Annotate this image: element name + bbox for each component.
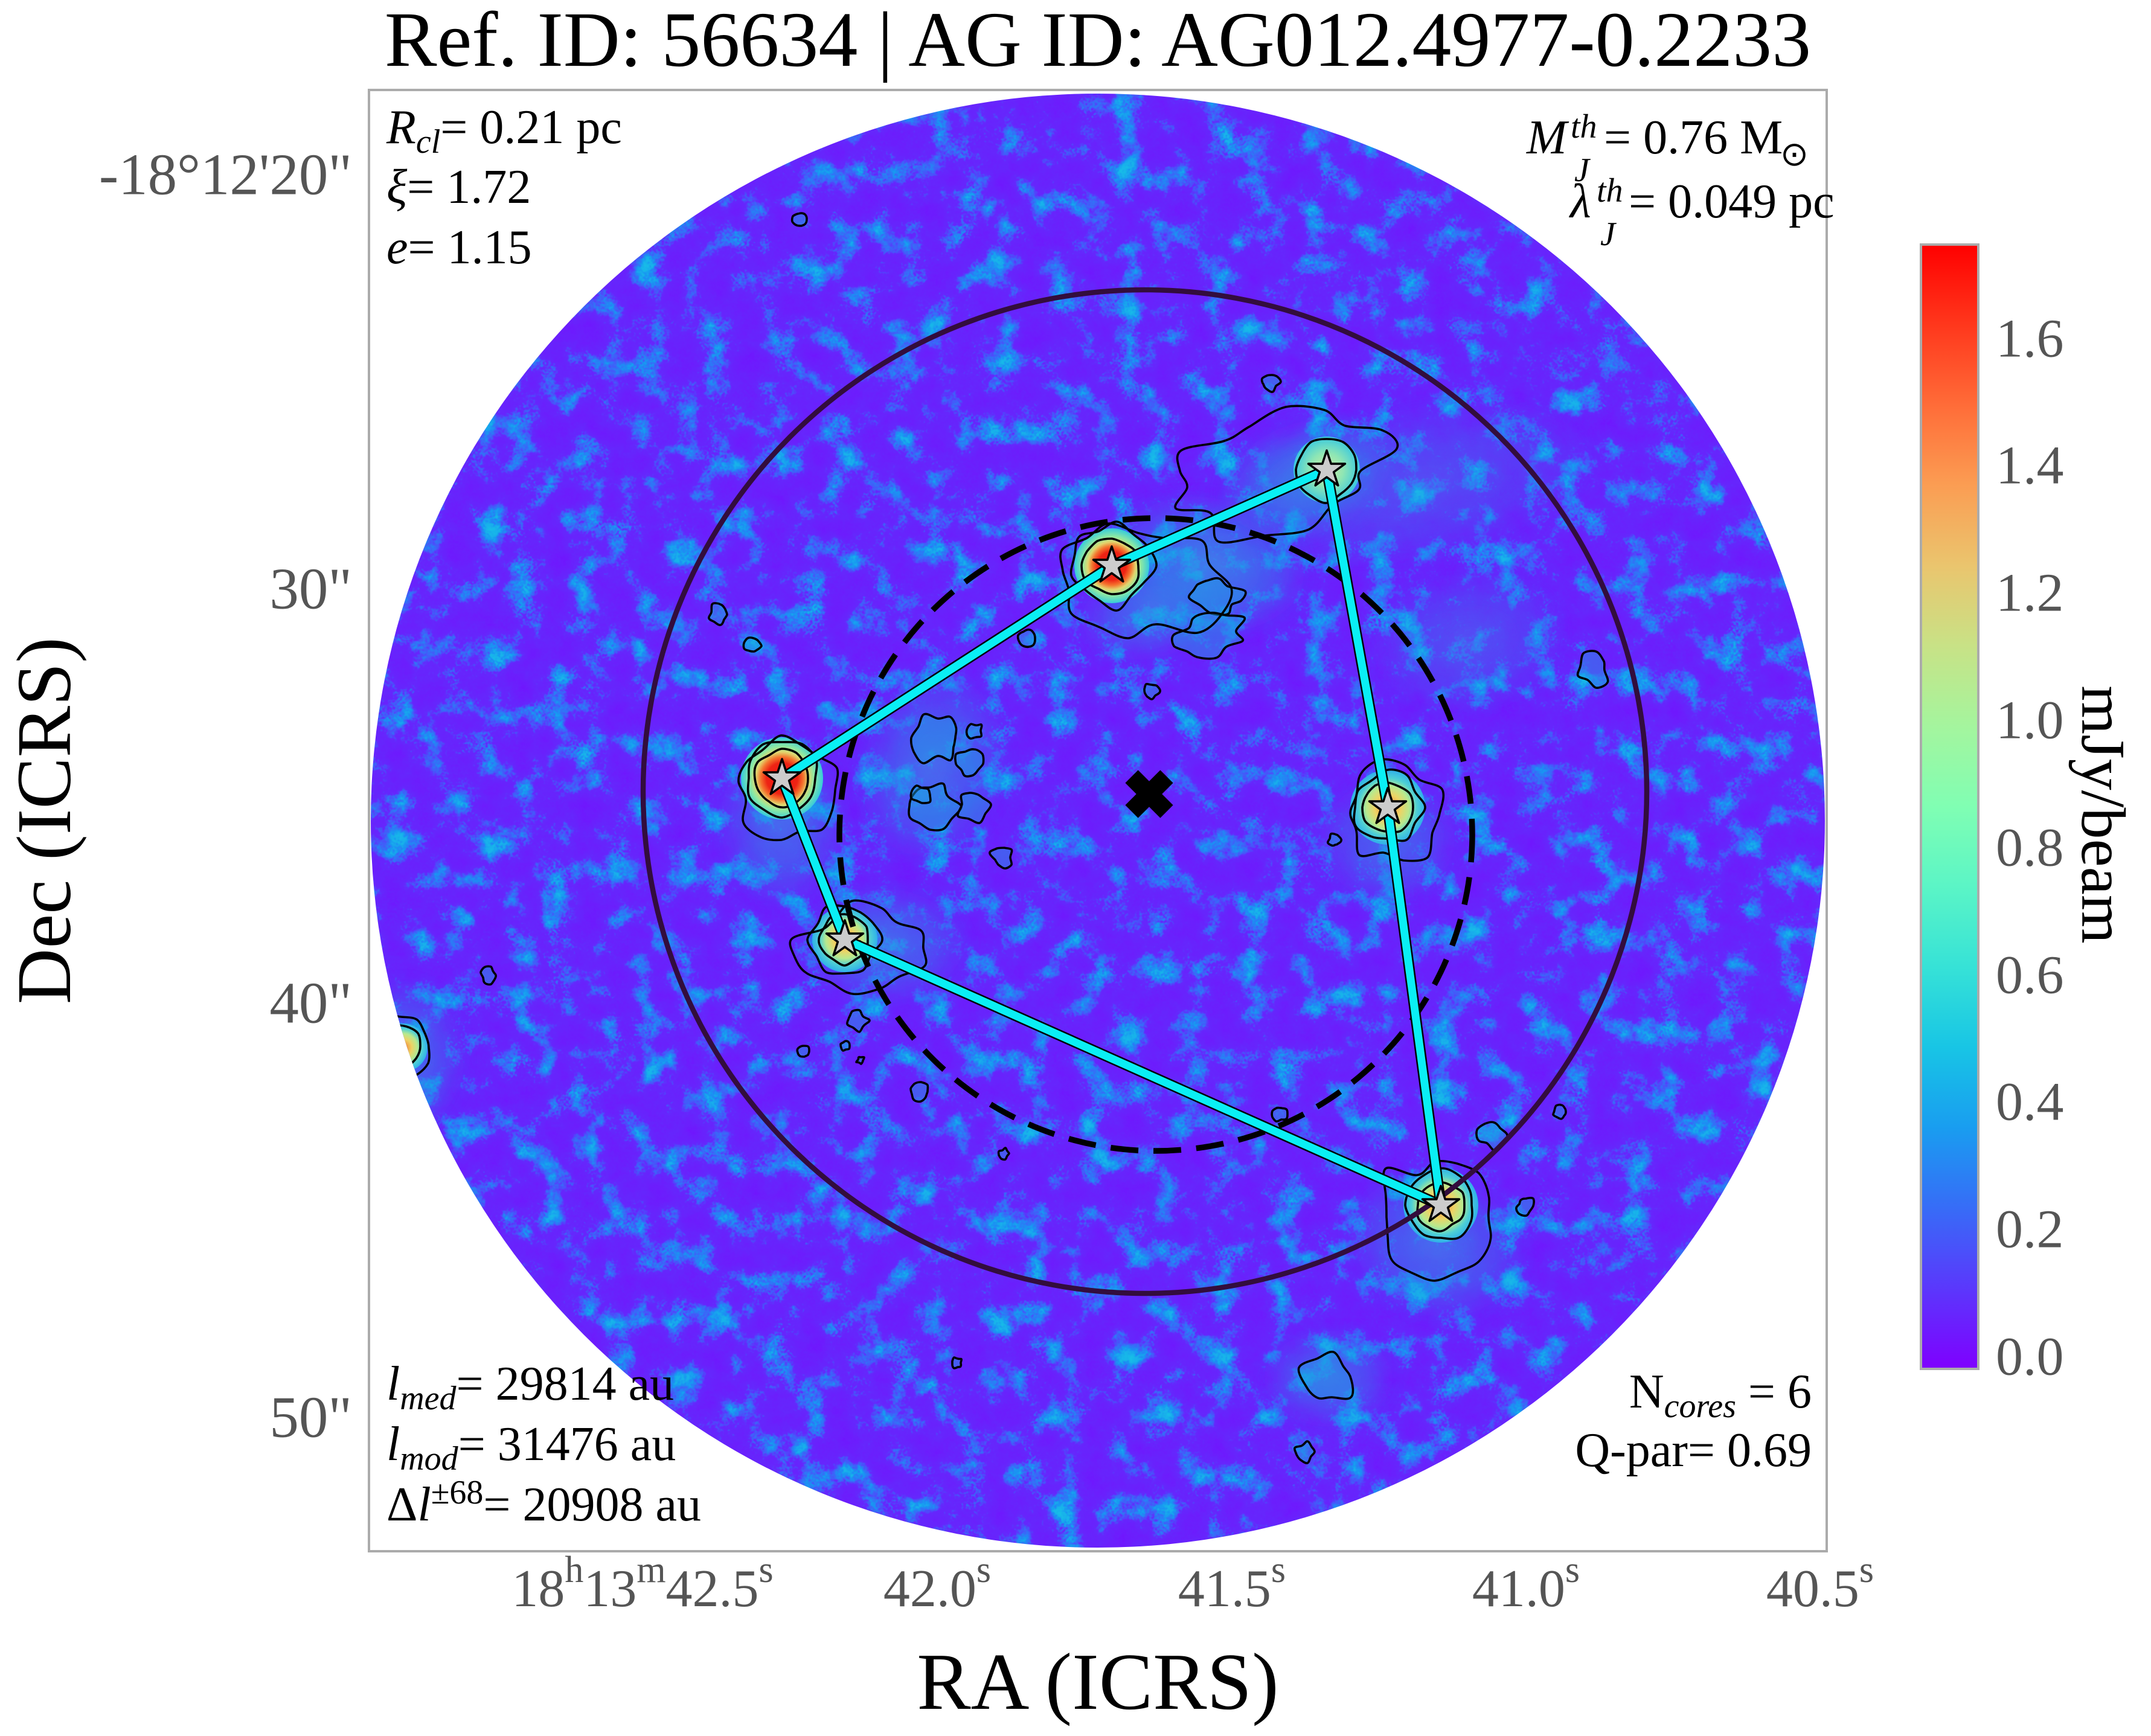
svg-text:Q-par= 0.69: Q-par= 0.69 xyxy=(1575,1424,1812,1477)
svg-text:e= 1.15: e= 1.15 xyxy=(386,221,532,274)
svg-text:50": 50" xyxy=(269,1385,352,1450)
svg-text:th: th xyxy=(1571,108,1597,146)
svg-text:0.8: 0.8 xyxy=(1996,818,2064,878)
svg-text:40": 40" xyxy=(269,971,352,1036)
svg-text:J: J xyxy=(1600,216,1617,253)
svg-text:lmed= 29814 au: lmed= 29814 au xyxy=(386,1357,674,1417)
svg-text:Δl±68= 20908 au: Δl±68= 20908 au xyxy=(386,1474,701,1531)
svg-text:41.0s: 41.0s xyxy=(1472,1549,1580,1618)
svg-text:Rcl= 0.21 pc: Rcl= 0.21 pc xyxy=(386,101,622,161)
svg-text:Dec (ICRS): Dec (ICRS) xyxy=(1,637,87,1004)
svg-text:1.0: 1.0 xyxy=(1996,691,2064,751)
svg-text:ξ= 1.72: ξ= 1.72 xyxy=(386,161,531,214)
svg-text:mJy/beam: mJy/beam xyxy=(2068,685,2138,943)
svg-text:0.4: 0.4 xyxy=(1996,1072,2064,1132)
svg-text:1.2: 1.2 xyxy=(1996,563,2064,623)
svg-text:Ref. ID: 56634 | AG ID: AG012.: Ref. ID: 56634 | AG ID: AG012.4977-0.223… xyxy=(385,0,1811,83)
svg-text:⊙: ⊙ xyxy=(1780,136,1809,173)
svg-text:= 0.049 pc: = 0.049 pc xyxy=(1629,175,1835,228)
svg-text:40.5s: 40.5s xyxy=(1766,1549,1874,1618)
svg-text:J: J xyxy=(1574,152,1591,189)
svg-text:1.4: 1.4 xyxy=(1996,436,2064,496)
svg-text:41.5s: 41.5s xyxy=(1178,1549,1286,1618)
svg-text:30": 30" xyxy=(269,557,352,621)
svg-text:lmod= 31476 au: lmod= 31476 au xyxy=(386,1418,676,1478)
svg-text:0.0: 0.0 xyxy=(1996,1327,2064,1387)
svg-text:0.6: 0.6 xyxy=(1996,946,2064,1005)
svg-text:th: th xyxy=(1597,172,1623,210)
svg-text:λ: λ xyxy=(1569,175,1591,228)
svg-text:RA (ICRS): RA (ICRS) xyxy=(917,1637,1278,1726)
svg-text:1.6: 1.6 xyxy=(1996,309,2064,369)
svg-text:42.0s: 42.0s xyxy=(883,1549,991,1618)
svg-text:M: M xyxy=(1526,111,1569,164)
svg-text:= 0.76 M: = 0.76 M xyxy=(1604,111,1783,164)
svg-text:-18°12'20": -18°12'20" xyxy=(99,143,352,207)
svg-text:0.2: 0.2 xyxy=(1996,1200,2064,1260)
